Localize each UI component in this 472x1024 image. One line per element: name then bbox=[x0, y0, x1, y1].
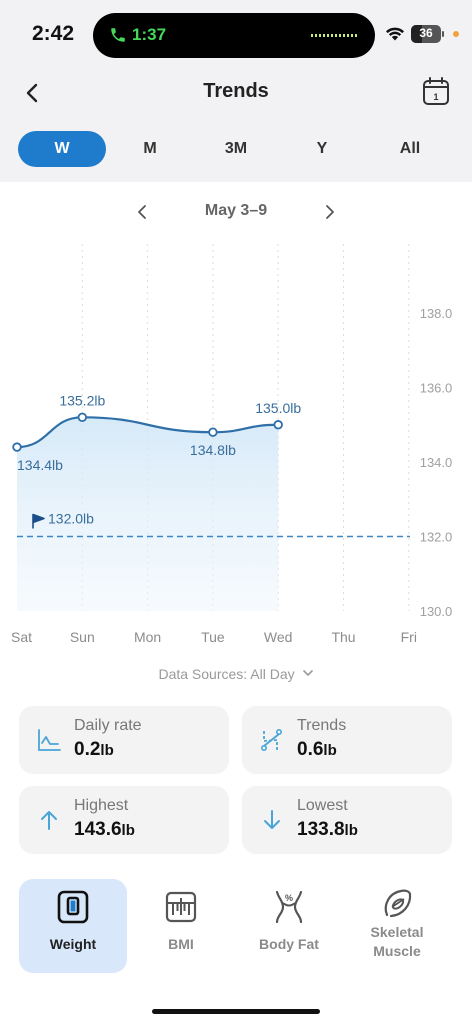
chevron-right-icon bbox=[326, 205, 334, 219]
battery-level: 36 bbox=[419, 26, 433, 40]
weight-trend-chart[interactable]: 138.0 136.0 134.0 132.0 130.0 132.0lb 134.4lb 1… bbox=[0, 238, 472, 654]
value-number: 0.2 bbox=[74, 739, 101, 760]
calendar-day: 1 bbox=[433, 92, 438, 102]
x-tick-label: Sun bbox=[70, 629, 95, 645]
back-button[interactable] bbox=[20, 80, 46, 106]
metric-label: Skeletal Muscle bbox=[370, 924, 424, 959]
x-tick-label: Tue bbox=[201, 629, 225, 645]
data-label: 135.0lb bbox=[255, 400, 301, 416]
period-tabs: W M 3M Y All bbox=[18, 131, 454, 167]
metric-tab-skeletal-muscle[interactable]: Skeletal Muscle bbox=[343, 879, 451, 973]
trend-path-icon bbox=[260, 728, 282, 751]
battery-fill bbox=[411, 25, 422, 43]
battery-cap bbox=[442, 31, 444, 37]
data-point bbox=[77, 412, 87, 422]
status-bar: 2:42 1:37 36 bbox=[0, 0, 472, 66]
wifi-icon bbox=[386, 27, 404, 41]
dynamic-island[interactable]: 1:37 bbox=[93, 13, 375, 58]
y-tick-label: 134.0 bbox=[420, 455, 453, 470]
highest-card: Highest 143.6lb bbox=[19, 786, 229, 854]
call-timer: 1:37 bbox=[132, 25, 167, 44]
card-label: Highest bbox=[74, 797, 129, 814]
muscle-icon bbox=[384, 889, 412, 918]
page-title: Trends bbox=[203, 80, 269, 102]
battery-icon: 36 bbox=[411, 25, 441, 43]
data-point bbox=[12, 442, 22, 452]
metric-tab-bmi[interactable]: BMI bbox=[127, 879, 235, 973]
value-number: 0.6 bbox=[297, 739, 324, 760]
date-range: May 3–9 bbox=[204, 202, 268, 219]
y-tick-label: 138.0 bbox=[420, 306, 453, 321]
x-tick-label: Thu bbox=[331, 629, 355, 645]
card-value: 0.6lb bbox=[297, 739, 337, 761]
privacy-indicator bbox=[453, 31, 459, 37]
y-tick-label: 132.0 bbox=[420, 530, 453, 545]
flag-icon bbox=[32, 513, 45, 529]
data-point bbox=[273, 420, 283, 430]
lowest-card: Lowest 133.8lb bbox=[242, 786, 452, 854]
previous-week-button[interactable] bbox=[132, 202, 152, 222]
card-value: 143.6lb bbox=[74, 819, 135, 841]
header: Trends 1 W M 3M Y All bbox=[0, 66, 472, 182]
metric-label: Body Fat bbox=[259, 936, 319, 952]
data-point bbox=[208, 427, 218, 437]
metric-label: BMI bbox=[168, 936, 194, 952]
audio-waveform bbox=[311, 34, 359, 37]
x-tick-label: Sat bbox=[11, 629, 32, 645]
value-unit: lb bbox=[323, 742, 337, 759]
phone-icon bbox=[111, 28, 125, 42]
x-tick-label: Mon bbox=[134, 629, 161, 645]
line-chart-icon bbox=[38, 729, 61, 751]
data-label: 134.8lb bbox=[190, 442, 236, 458]
trends-card: Trends 0.6lb bbox=[242, 706, 452, 774]
series-area bbox=[17, 417, 279, 611]
x-tick-label: Wed bbox=[264, 629, 293, 645]
data-sources-label: Data Sources: All Day bbox=[158, 666, 295, 682]
tab-all[interactable]: All bbox=[399, 140, 421, 157]
card-value: 0.2lb bbox=[74, 739, 114, 761]
home-indicator[interactable] bbox=[152, 1009, 320, 1014]
value-number: 143.6 bbox=[74, 819, 122, 840]
tab-week[interactable]: W bbox=[18, 131, 106, 167]
next-week-button[interactable] bbox=[320, 202, 340, 222]
status-time: 2:42 bbox=[32, 22, 75, 45]
card-label: Lowest bbox=[297, 797, 348, 814]
metric-tab-body-fat[interactable]: % Body Fat bbox=[235, 879, 343, 973]
value-unit: lb bbox=[121, 822, 135, 839]
arrow-down-icon bbox=[264, 810, 280, 829]
value-number: 133.8 bbox=[297, 819, 345, 840]
value-unit: lb bbox=[344, 822, 358, 839]
call-indicator[interactable]: 1:37 bbox=[103, 21, 176, 49]
goal-label: 132.0lb bbox=[48, 511, 94, 527]
daily-rate-card: Daily rate 0.2lb bbox=[19, 706, 229, 774]
body-fat-icon: % bbox=[275, 890, 303, 924]
calendar-button[interactable]: 1 bbox=[422, 76, 450, 106]
y-tick-label: 136.0 bbox=[420, 381, 453, 396]
tab-month[interactable]: M bbox=[143, 140, 157, 157]
bmi-icon bbox=[165, 891, 197, 923]
scale-icon bbox=[57, 890, 89, 924]
y-tick-label: 130.0 bbox=[420, 604, 453, 619]
card-value: 133.8lb bbox=[297, 819, 358, 841]
chevron-left-icon bbox=[138, 205, 146, 219]
data-label: 135.2lb bbox=[59, 392, 105, 408]
value-unit: lb bbox=[100, 742, 114, 759]
tab-year[interactable]: Y bbox=[316, 140, 328, 157]
chevron-down-icon bbox=[302, 670, 313, 677]
svg-text:%: % bbox=[285, 893, 293, 903]
x-tick-label: Fri bbox=[401, 629, 417, 645]
series-line bbox=[16, 416, 279, 449]
card-label: Trends bbox=[297, 717, 347, 734]
card-label: Daily rate bbox=[74, 717, 142, 734]
chevron-left-icon bbox=[26, 83, 38, 103]
calendar-icon: 1 bbox=[423, 77, 449, 105]
data-label: 134.4lb bbox=[17, 457, 63, 473]
metric-tab-weight[interactable]: Weight bbox=[19, 879, 127, 973]
date-navigation: May 3–9 bbox=[0, 198, 472, 226]
tab-3-months[interactable]: 3M bbox=[224, 140, 248, 157]
arrow-up-icon bbox=[41, 811, 57, 830]
data-sources-selector[interactable]: Data Sources: All Day bbox=[0, 666, 472, 682]
metric-label: Weight bbox=[49, 936, 97, 952]
